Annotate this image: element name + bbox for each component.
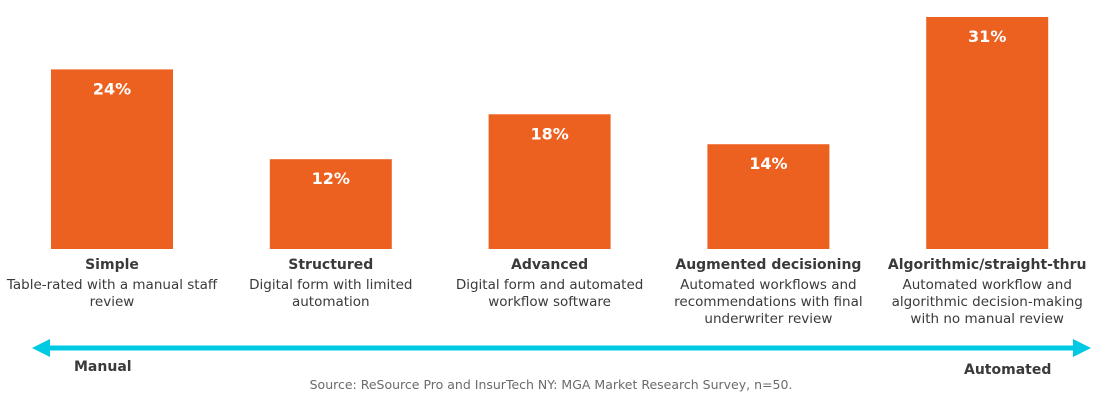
category-description-line: Automated workflow and: [903, 277, 1072, 293]
category-title: Augmented decisioning: [675, 257, 861, 273]
category-labels-group: Simple Table-rated with a manual staffrev…: [6, 257, 1087, 327]
arrow-left-icon: [32, 339, 50, 357]
category-description-line: workflow software: [488, 294, 611, 310]
bar-value-label: 24%: [93, 79, 131, 98]
category-description-line: underwriter review: [704, 311, 832, 327]
manual-automated-axis: Manual Automated: [32, 339, 1091, 378]
category-title: Simple: [85, 257, 139, 273]
category-description-line: Digital form and automated: [456, 277, 644, 293]
axis-label-automated: Automated: [964, 362, 1051, 378]
bar-0: [51, 69, 173, 249]
category-description-line: with no manual review: [910, 311, 1064, 327]
category-description-line: automation: [292, 294, 370, 310]
arrow-right-icon: [1073, 339, 1091, 357]
bar-4: [926, 17, 1049, 249]
bar-value-label: 12%: [312, 169, 350, 188]
category-description-line: Digital form with limited: [249, 277, 412, 293]
category-title: Advanced: [511, 257, 588, 273]
bars-group: 24% 12% 18% 14% 31%: [51, 17, 1049, 250]
category-title: Algorithmic/straight-thru: [888, 257, 1087, 273]
bar-2: [488, 114, 611, 250]
category-description-line: review: [90, 294, 135, 310]
source-note: Source: ReSource Pro and InsurTech NY: M…: [310, 377, 793, 392]
category-description-line: Table-rated with a manual staff: [6, 277, 218, 293]
category-title: Structured: [288, 257, 373, 273]
bar-value-label: 14%: [749, 154, 787, 173]
bar-1: [269, 159, 392, 249]
bar-value-label: 31%: [968, 27, 1006, 46]
category-description-line: recommendations with final: [674, 294, 862, 310]
bar-3: [707, 144, 830, 249]
category-description-line: Automated workflows and: [680, 277, 856, 293]
category-description-line: algorithmic decision-making: [892, 294, 1083, 310]
axis-label-manual: Manual: [74, 359, 132, 375]
bar-value-label: 18%: [530, 124, 568, 143]
